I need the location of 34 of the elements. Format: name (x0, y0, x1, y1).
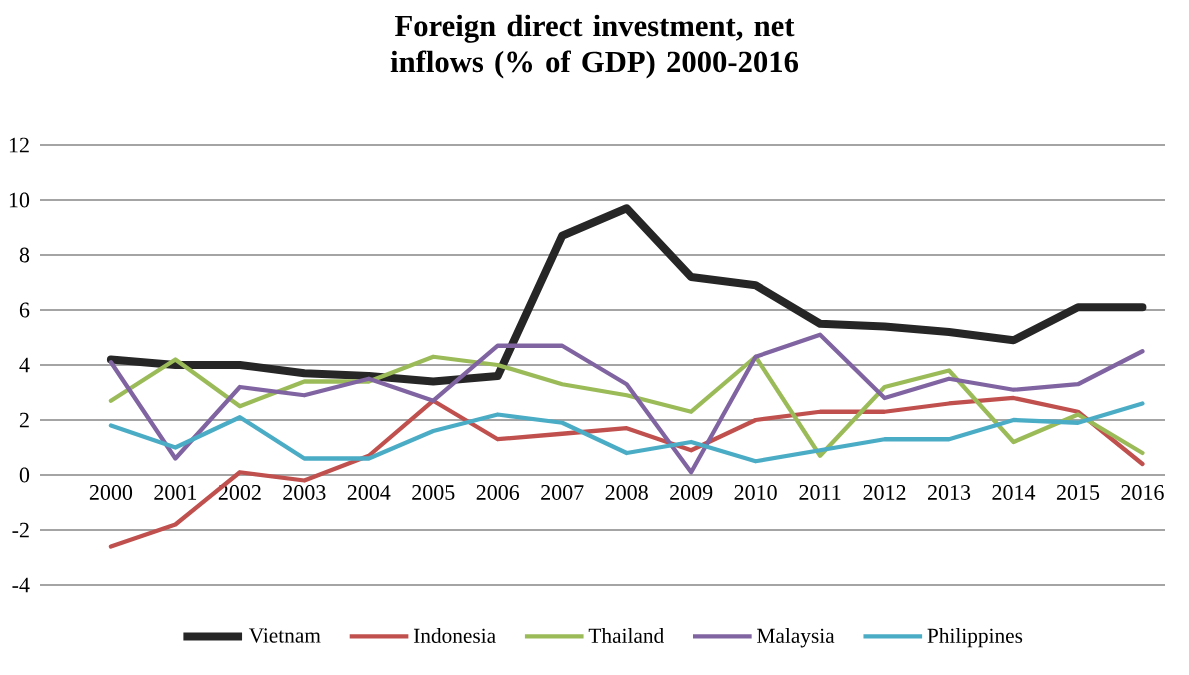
y-tick-label: 6 (19, 302, 30, 318)
y-tick-label: -4 (12, 577, 30, 593)
x-tick-label: 2011 (799, 485, 841, 500)
chart-title: Foreign direct investment, net inflows (% of GDP) 2000-2016 (390, 14, 799, 79)
x-tick-label: 2000 (89, 485, 133, 500)
legend-label: Vietnam (248, 628, 321, 643)
legend-label: Philippines (927, 628, 1023, 648)
y-tick-label: 12 (9, 137, 29, 153)
x-tick-label: 2006 (476, 485, 520, 500)
y-tick-label: -2 (12, 522, 29, 538)
x-tick-label: 2012 (863, 485, 906, 500)
x-tick-label: 2004 (347, 485, 391, 500)
x-tick-label: 2005 (412, 485, 455, 500)
line-series (108, 354, 1145, 458)
x-tick-label: 2002 (218, 485, 261, 500)
x-tick-label: 2013 (928, 485, 971, 500)
y-tick-label: 10 (9, 192, 30, 208)
x-tick-label: 2003 (283, 485, 326, 500)
legend-label: Indonesia (413, 628, 496, 644)
x-tick-label: 2001 (154, 485, 197, 500)
x-tick-label: 2009 (670, 485, 713, 500)
x-tick-label: 2007 (541, 485, 584, 500)
y-tick-label: 0 (19, 467, 30, 483)
y-tick-label: 8 (19, 247, 30, 263)
line-series (108, 332, 1145, 475)
y-tick-label: 4 (19, 357, 30, 373)
x-tick-label: 2010 (734, 485, 777, 500)
x-tick-label: 2016 (1121, 485, 1164, 500)
legend-label: Malaysia (757, 628, 835, 648)
legend-label: Thailand (588, 628, 664, 644)
x-tick-label: 2008 (605, 485, 648, 500)
x-tick-label: 2015 (1056, 485, 1100, 500)
y-tick-label: 2 (19, 412, 29, 428)
x-tick-label: 2014 (992, 485, 1036, 500)
